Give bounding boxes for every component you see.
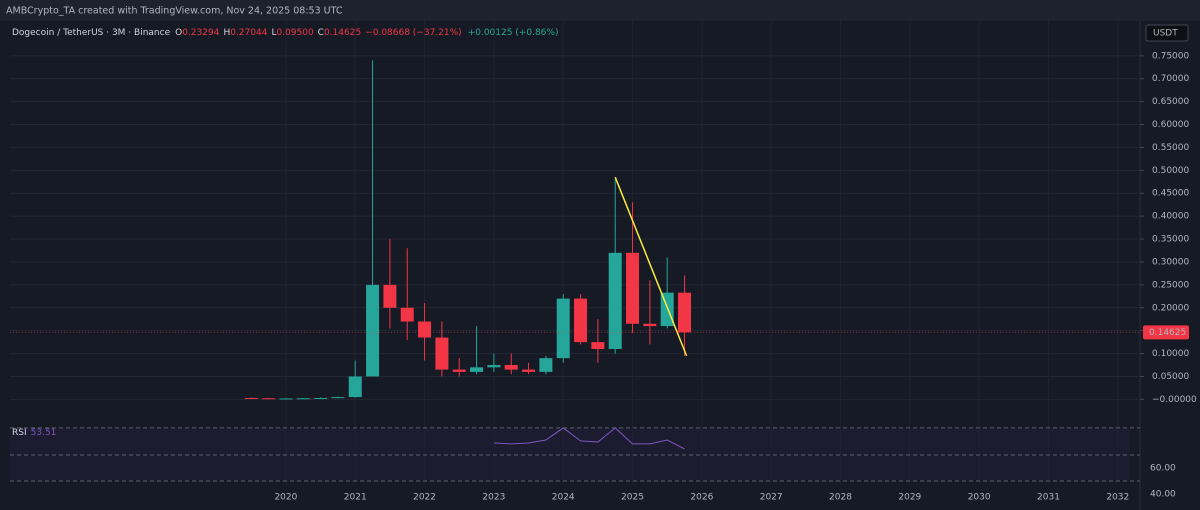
legend-value: 0.14625 xyxy=(324,28,361,38)
candle-body xyxy=(279,398,293,400)
x-tick-label: 2030 xyxy=(968,493,991,503)
x-tick-label: 2022 xyxy=(413,493,436,503)
legend-key: C xyxy=(318,28,324,38)
header-text: AMBCrypto_TA created with TradingView.co… xyxy=(6,6,343,17)
candle-body xyxy=(400,307,414,322)
rsi-legend: RSI 53.51 xyxy=(12,428,56,438)
y-tick-label: 0.75000 xyxy=(1152,51,1189,61)
trendline xyxy=(614,176,688,357)
candle-body xyxy=(383,284,397,308)
y-tick-label: 0.05000 xyxy=(1152,372,1189,382)
candle-body xyxy=(504,365,518,370)
candle-body xyxy=(608,252,622,349)
candle-body xyxy=(470,367,484,372)
last-price-label: 0.14625 xyxy=(1149,328,1186,338)
y-tick-label: 0.25000 xyxy=(1152,280,1189,290)
y-tick-label: 0.10000 xyxy=(1152,349,1189,359)
candle-body xyxy=(418,321,432,338)
candle-body xyxy=(643,323,657,327)
y-tick-label: 0.35000 xyxy=(1152,235,1189,245)
y-tick-label: 0.65000 xyxy=(1152,97,1189,107)
last-price-box xyxy=(1143,325,1189,340)
marks: 0.14625 xyxy=(10,60,1189,450)
candle-body xyxy=(435,337,449,370)
x-tick-label: 2025 xyxy=(621,493,644,503)
y-tick-label: 0.55000 xyxy=(1152,143,1189,153)
x-tick-label: 2020 xyxy=(274,493,297,503)
candle-body xyxy=(366,284,380,377)
y-tick-label: 0.20000 xyxy=(1152,303,1189,313)
candle-body xyxy=(296,398,310,400)
x-tick-label: 2031 xyxy=(1037,493,1060,503)
candle-body xyxy=(626,252,640,324)
candle-body xyxy=(574,298,588,343)
y-tick-label: 0.70000 xyxy=(1152,74,1189,84)
legend-indicator-change: +0.00125 (+0.86%) xyxy=(468,28,559,38)
currency-box xyxy=(1145,24,1189,42)
x-tick-label: 2029 xyxy=(898,493,921,503)
candle-body xyxy=(348,376,362,398)
rsi-tick-label: 40.00 xyxy=(1150,490,1176,500)
legend-symbol: Dogecoin / TetherUS · 3M · Binance xyxy=(12,28,171,38)
y-tick-label: 0.30000 xyxy=(1152,257,1189,267)
x-tick-label: 2026 xyxy=(690,493,713,503)
candle-body xyxy=(591,342,605,349)
candle-body xyxy=(314,398,328,400)
y-tick-label: 0.45000 xyxy=(1152,189,1189,199)
legend-value: 0.09500 xyxy=(276,28,313,38)
y-tick-label: 0.50000 xyxy=(1152,166,1189,176)
candle-body xyxy=(331,397,345,399)
x-tick-label: 2027 xyxy=(760,493,783,503)
candle-body xyxy=(487,365,501,368)
candle-body xyxy=(539,358,553,372)
x-tick-label: 2028 xyxy=(829,493,852,503)
legend-key: L xyxy=(271,28,276,38)
candle-body xyxy=(522,369,536,372)
header-bar xyxy=(0,0,1200,21)
y-tick-label: 0.60000 xyxy=(1152,120,1189,130)
candle-body xyxy=(244,398,258,400)
x-tick-label: 2021 xyxy=(344,493,367,503)
candle-body xyxy=(556,298,570,359)
rsi-name: RSI xyxy=(12,428,27,438)
y-tick-label: 0.40000 xyxy=(1152,212,1189,222)
legend-key: H xyxy=(223,28,230,38)
candle-body xyxy=(452,369,466,372)
candle-body xyxy=(678,292,692,333)
rsi-line xyxy=(493,427,685,450)
legend-value: 0.23294 xyxy=(182,28,219,38)
legend-key: O xyxy=(175,28,182,38)
legend: Dogecoin / TetherUS · 3M · Binance O0.232… xyxy=(12,28,558,38)
x-tick-label: 2023 xyxy=(482,493,505,503)
legend-change: −0.08668 (−37.21%) xyxy=(365,28,462,38)
y-tick-label: −0.00000 xyxy=(1152,395,1197,405)
grid: −0.000000.050000.100000.150000.200000.25… xyxy=(10,21,1197,503)
legend-value: 0.27044 xyxy=(230,28,267,38)
rsi-value: 53.51 xyxy=(31,428,57,438)
x-tick-label: 2032 xyxy=(1106,493,1129,503)
currency-label: USDT xyxy=(1153,29,1178,39)
rsi-tick-label: 60.00 xyxy=(1150,463,1176,473)
x-tick-label: 2024 xyxy=(552,493,575,503)
candle-body xyxy=(262,398,276,400)
